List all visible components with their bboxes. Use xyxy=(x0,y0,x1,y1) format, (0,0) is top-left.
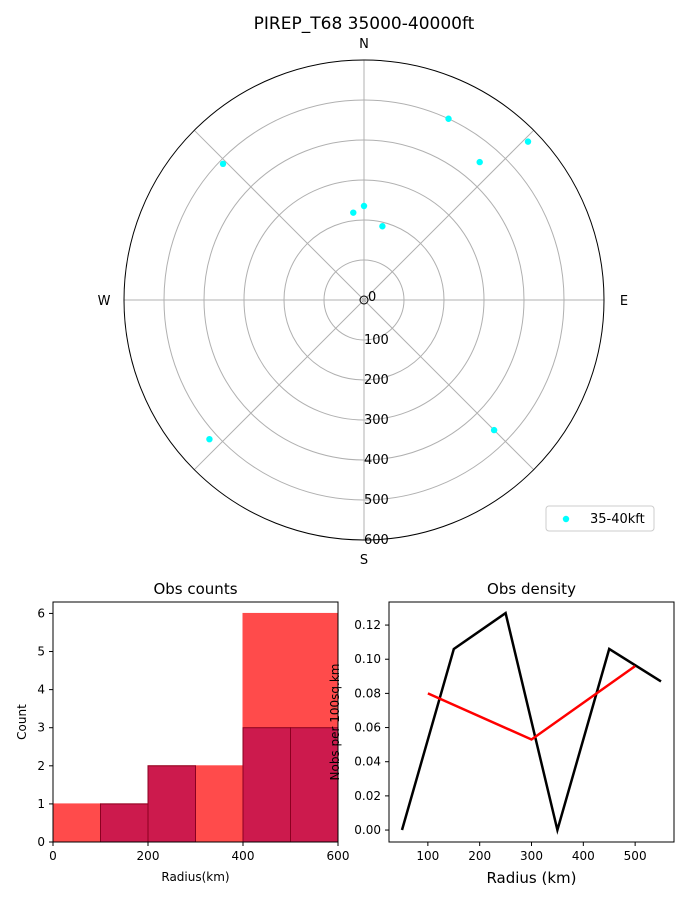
histogram-bar xyxy=(242,727,291,843)
y-tick-label: 4 xyxy=(37,683,45,697)
density-series-black xyxy=(400,611,662,835)
scatter-point xyxy=(219,160,227,168)
histogram-bar xyxy=(195,765,244,843)
radial-tick-label: 100 xyxy=(364,333,389,348)
x-tick-label: 100 xyxy=(416,849,439,863)
y-tick-label: 0.12 xyxy=(354,618,381,632)
polar-grid-spoke xyxy=(193,299,365,471)
polar-grid-spoke xyxy=(363,129,535,301)
y-tick-label: 0 xyxy=(37,835,45,849)
polar-frame xyxy=(123,59,605,541)
scatter-point xyxy=(490,426,498,434)
scatter-point xyxy=(524,138,532,145)
histogram-bar xyxy=(100,803,149,843)
histogram-title: Obs counts xyxy=(153,580,237,598)
x-tick-label: 500 xyxy=(624,849,647,863)
legend-marker xyxy=(562,515,570,523)
histogram-bar xyxy=(147,765,196,843)
legend: 35-40kft xyxy=(545,505,655,532)
x-tick-label: 200 xyxy=(137,849,160,863)
y-tick-label: 2 xyxy=(37,759,45,773)
y-tick-label: 0.02 xyxy=(354,789,381,803)
scatter-point xyxy=(350,209,357,216)
x-tick-label: 600 xyxy=(327,849,350,863)
histogram-y-label: Count xyxy=(15,704,29,740)
radial-tick-label: 300 xyxy=(364,413,389,428)
y-tick-label: 0.00 xyxy=(354,823,381,837)
y-tick-label: 0.04 xyxy=(354,755,381,769)
scatter-point xyxy=(360,202,368,210)
y-tick-label: 0.06 xyxy=(354,721,381,735)
radial-tick-label: 400 xyxy=(364,453,389,468)
polar-grid-spoke xyxy=(193,129,365,301)
legend-label: 35-40kft xyxy=(590,512,645,527)
y-tick-label: 5 xyxy=(37,645,45,659)
centre-marker xyxy=(359,295,369,305)
y-tick-label: 1 xyxy=(37,797,45,811)
radial-tick-label: 500 xyxy=(364,493,389,508)
histogram-frame xyxy=(52,601,339,843)
polar-plot: N E S W 0 100 200 300 400 500 600 35-40kft xyxy=(98,37,655,568)
density-title: Obs density xyxy=(487,580,576,598)
histogram-x-label: Radius(km) xyxy=(161,870,229,884)
x-tick-label: 300 xyxy=(520,849,543,863)
y-tick-label: 3 xyxy=(37,721,45,735)
scatter-point xyxy=(206,435,213,443)
x-tick-label: 0 xyxy=(49,849,57,863)
y-tick-label: 0.10 xyxy=(354,652,381,666)
radial-tick-label: 0 xyxy=(368,290,376,305)
polar-grid-spoke xyxy=(363,299,535,471)
histogram-bar xyxy=(52,803,101,843)
scatter-point xyxy=(379,223,386,230)
obs-density-line-chart: Obs density 100 200 300 400 500 0.00 0.02 0.04 0.… xyxy=(328,580,675,887)
scatter-point xyxy=(476,158,483,166)
legend-frame xyxy=(545,505,655,532)
radial-tick-label: 200 xyxy=(364,373,389,388)
x-tick-label: 200 xyxy=(468,849,491,863)
compass-label-w: W xyxy=(98,294,111,309)
radial-tick-label: 600 xyxy=(364,533,389,548)
obs-counts-histogram: Obs counts 0 200 400 600 0 1 2 3 4 5 6 Radius(km) Cou… xyxy=(15,580,349,884)
compass-label-e: E xyxy=(620,294,628,309)
density-series-red xyxy=(427,665,636,741)
density-x-label: Radius (km) xyxy=(486,869,576,887)
x-tick-label: 400 xyxy=(572,849,595,863)
figure-title: PIREP_T68 35000-40000ft xyxy=(254,14,475,34)
scatter-point xyxy=(445,115,452,122)
x-tick-label: 400 xyxy=(232,849,255,863)
compass-label-n: N xyxy=(359,37,369,52)
compass-label-s: S xyxy=(360,553,368,568)
density-y-label: Nobs per 100sq.km xyxy=(328,664,342,781)
y-tick-label: 6 xyxy=(37,606,45,620)
y-tick-label: 0.08 xyxy=(354,686,381,700)
